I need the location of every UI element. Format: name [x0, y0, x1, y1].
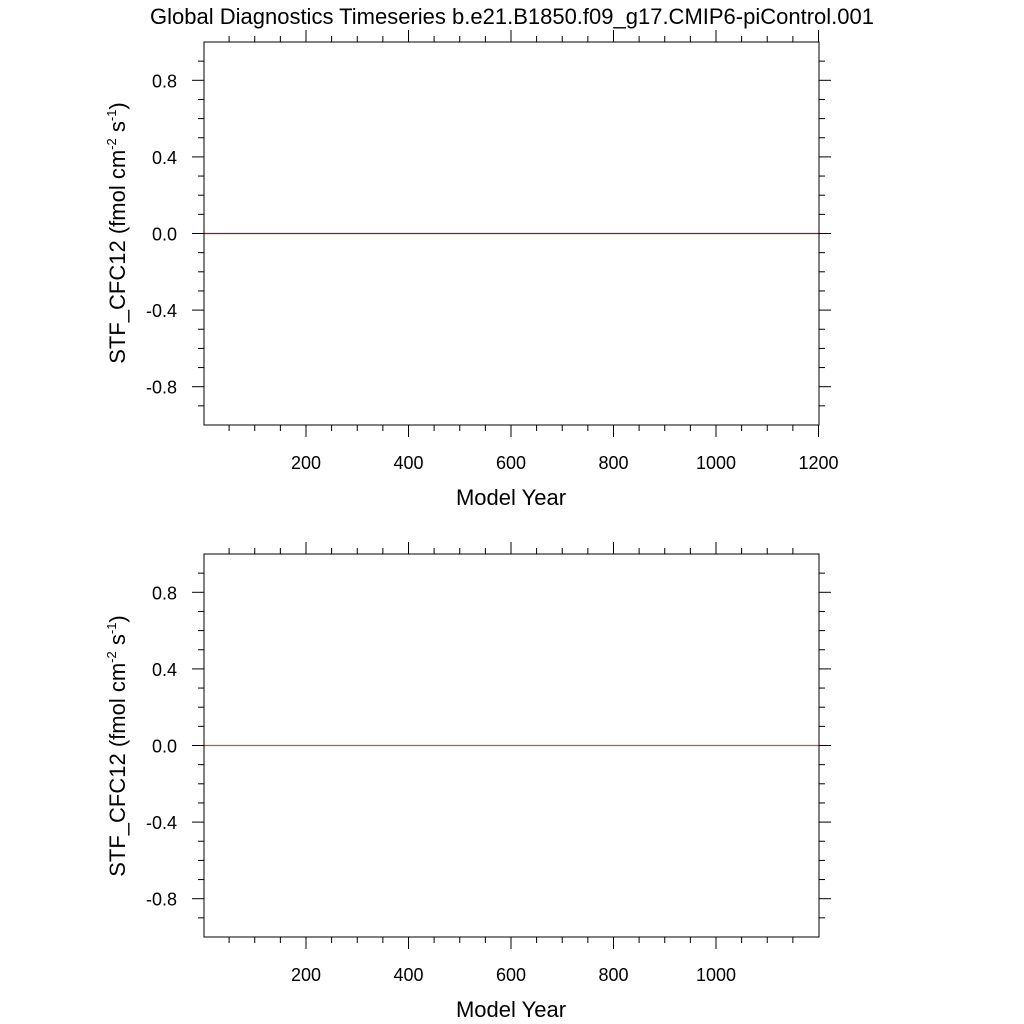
panel-2-ylabel-main: STF_CFC12 (fmol cm	[105, 663, 130, 877]
ytick-label-1: 0.4	[152, 148, 177, 168]
xtick-label-600: 600	[496, 453, 526, 473]
xtick-label-600: 600	[496, 965, 526, 985]
xtick-label-400: 400	[393, 453, 423, 473]
panel-1-tick-labels: 200 400 600 800 1000 1200 0.8 0.4 0.0 -0.4 -0.8	[146, 71, 839, 473]
panel-2-ylabel-sup2: -1	[104, 623, 119, 635]
panel-1-ylabel-end: )	[105, 102, 130, 109]
ytick-label-4: -0.8	[146, 890, 177, 910]
chart-title: Global Diagnostics Timeseries b.e21.B185…	[150, 4, 874, 29]
panel-1-frame	[203, 41, 820, 426]
panel-1-ylabel: STF_CFC12 (fmol cm-2 s-1)	[104, 102, 130, 364]
panel-1: 200 400 600 800 1000 1200 0.8 0.4 0.0 -0.4 -0.8 Mo…	[104, 30, 839, 510]
xtick-label-200: 200	[291, 453, 321, 473]
xtick-label-1000: 1000	[696, 453, 736, 473]
xtick-label-400: 400	[393, 965, 423, 985]
xtick-label-1200: 1200	[798, 453, 838, 473]
panel-1-xlabel: Model Year	[456, 485, 566, 510]
panel-1-ylabel-sup2: -1	[104, 110, 119, 122]
panel-2-xlabel: Model Year	[456, 997, 566, 1022]
panel-2-frame	[203, 553, 820, 938]
xtick-label-800: 800	[598, 965, 628, 985]
ytick-label-2: 0.0	[152, 737, 177, 757]
xtick-label-800: 800	[598, 453, 628, 473]
panel-2-ylabel: STF_CFC12 (fmol cm-2 s-1)	[104, 615, 130, 877]
ytick-label-1: 0.4	[152, 660, 177, 680]
panel-1-ylabel-main: STF_CFC12 (fmol cm	[105, 150, 130, 364]
ytick-label-0: 0.8	[152, 583, 177, 603]
ytick-label-3: -0.4	[146, 301, 177, 321]
panel-1-grid-ticks	[192, 30, 831, 437]
panel-2-grid-ticks	[192, 542, 831, 949]
ytick-label-3: -0.4	[146, 813, 177, 833]
ytick-label-4: -0.8	[146, 378, 177, 398]
panel-2: 200 400 600 800 1000 0.8 0.4 0.0 -0.4 -0.8 Model …	[104, 542, 831, 1022]
ytick-label-2: 0.0	[152, 225, 177, 245]
panel-2-ylabel-end: )	[105, 615, 130, 622]
panel-1-ylabel-sup1: -2	[104, 138, 119, 150]
ytick-label-0: 0.8	[152, 71, 177, 91]
panel-2-ylabel-sup1: -2	[104, 651, 119, 663]
panel-1-ylabel-mid: s	[105, 121, 130, 138]
xtick-label-200: 200	[291, 965, 321, 985]
panel-2-ylabel-mid: s	[105, 634, 130, 651]
xtick-label-1000: 1000	[696, 965, 736, 985]
panel-2-tick-labels: 200 400 600 800 1000 0.8 0.4 0.0 -0.4 -0.8	[146, 583, 736, 985]
